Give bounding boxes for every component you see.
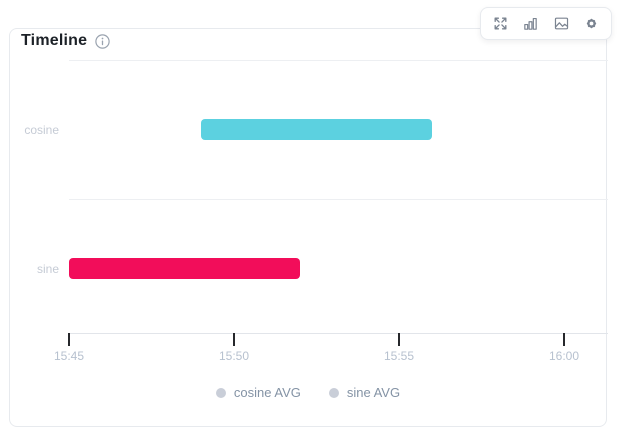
bar-chart-icon[interactable] — [519, 12, 543, 36]
gridline — [69, 199, 608, 200]
row-label-cosine: cosine — [24, 122, 59, 137]
chart-toolbar — [480, 7, 612, 40]
legend-item-cosine[interactable]: cosine AVG — [215, 385, 301, 400]
timeline-bar-sine[interactable] — [69, 258, 300, 279]
panel-title: Timeline — [21, 32, 88, 49]
legend-label: sine AVG — [346, 385, 401, 400]
legend-dot — [328, 387, 339, 398]
expand-icon[interactable] — [488, 12, 512, 36]
axis-tick — [68, 333, 70, 346]
axis-tick-label: 15:45 — [53, 349, 85, 363]
chart-legend: cosine AVG sine AVG — [10, 385, 606, 400]
axis-tick-label: 15:55 — [383, 349, 415, 363]
panel-header: Timeline — [21, 30, 110, 52]
timeline-bar-cosine[interactable] — [201, 119, 432, 140]
x-axis-line — [69, 333, 608, 334]
timeline-panel: Timeline cosine sine 15:45 15:50 15:55 16:00… — [9, 28, 608, 427]
axis-tick-label: 16:00 — [548, 349, 580, 363]
legend-label: cosine AVG — [233, 385, 301, 400]
info-icon[interactable] — [95, 33, 110, 49]
axis-tick-label: 15:50 — [218, 349, 250, 363]
timeline-chart: cosine sine 15:45 15:50 15:55 16:00 — [24, 29, 608, 427]
gear-icon[interactable] — [580, 12, 604, 36]
axis-tick — [233, 333, 235, 346]
legend-item-sine[interactable]: sine AVG — [328, 385, 401, 400]
axis-tick — [398, 333, 400, 346]
image-icon[interactable] — [549, 12, 573, 36]
axis-tick — [563, 333, 565, 346]
info-icon-glyph — [95, 33, 110, 49]
legend-dot — [215, 387, 226, 398]
row-label-sine: sine — [36, 261, 59, 276]
gridline — [69, 60, 608, 61]
